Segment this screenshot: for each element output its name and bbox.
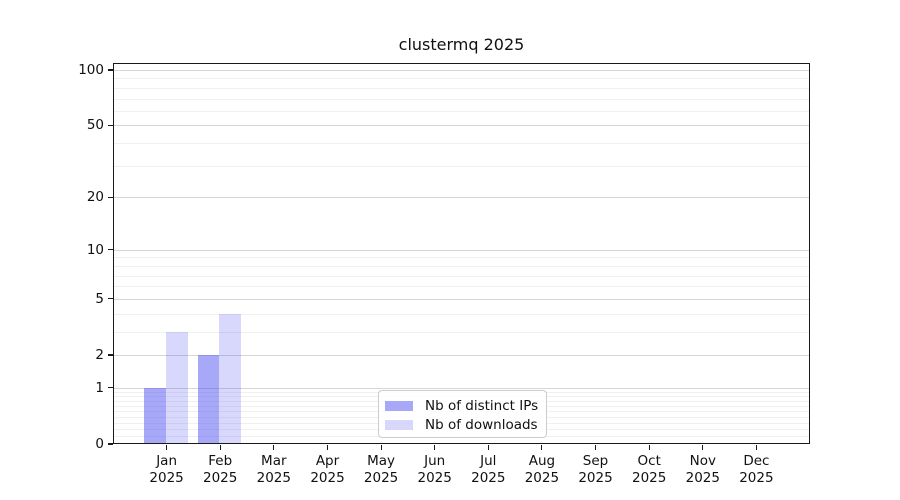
y-tick-mark	[108, 196, 113, 198]
x-tick-mark	[648, 445, 650, 450]
x-tick-label: Jan 2025	[149, 453, 184, 486]
x-tick-label: Aug 2025	[524, 453, 560, 486]
y-gridline-minor	[114, 313, 809, 315]
x-tick-label: Feb 2025	[203, 453, 238, 486]
x-tick-mark	[380, 445, 382, 450]
y-gridline-major	[114, 70, 809, 71]
x-tick-label: Sep 2025	[578, 453, 613, 486]
legend-swatch-downloads	[385, 419, 413, 430]
x-tick-label: Mar 2025	[256, 453, 291, 486]
bar-distinct-ips	[197, 355, 220, 444]
x-tick-label: Apr 2025	[310, 453, 345, 486]
legend-label-distinct-ips: Nb of distinct IPs	[425, 397, 539, 414]
y-gridline-minor	[114, 265, 809, 267]
y-gridline-minor	[114, 110, 809, 112]
y-gridline-minor	[114, 98, 809, 100]
y-tick-mark	[108, 443, 113, 445]
x-tick-label: Oct 2025	[632, 453, 667, 486]
bar-downloads	[219, 313, 242, 444]
y-tick-label: 10	[86, 241, 104, 258]
bar-downloads	[165, 331, 188, 444]
y-gridline-minor	[114, 257, 809, 259]
y-tick-mark	[108, 69, 113, 71]
legend-row-distinct-ips: Nb of distinct IPs	[385, 396, 539, 415]
y-tick-label: 2	[95, 347, 104, 363]
plot-area-border	[113, 63, 810, 444]
x-tick-mark	[702, 445, 704, 450]
y-tick-label: 0	[95, 436, 104, 452]
legend-label-downloads: Nb of downloads	[425, 416, 538, 433]
y-gridline-minor	[114, 331, 809, 333]
y-gridline-minor	[114, 87, 809, 89]
legend: Nb of distinct IPs Nb of downloads	[378, 390, 547, 438]
y-gridline-major	[114, 249, 809, 251]
y-tick-label: 1	[95, 379, 104, 396]
y-tick-label: 5	[95, 290, 104, 307]
x-tick-mark	[487, 445, 489, 450]
chart-title: clustermq 2025	[398, 35, 525, 54]
y-tick-label: 100	[78, 62, 104, 78]
x-tick-mark	[594, 445, 597, 450]
y-gridline-major	[114, 355, 809, 356]
x-tick-label: Nov 2025	[685, 453, 720, 486]
y-gridline-major	[114, 125, 809, 127]
y-tick-mark	[108, 387, 113, 389]
y-tick-mark	[108, 298, 113, 300]
bar-distinct-ips	[144, 387, 166, 444]
y-gridline-minor	[114, 275, 809, 277]
y-gridline-minor	[114, 78, 809, 80]
x-tick-label: May 2025	[363, 453, 399, 486]
x-tick-mark	[434, 445, 436, 450]
x-tick-mark	[219, 445, 221, 450]
legend-swatch-distinct-ips	[385, 400, 413, 411]
y-tick-mark	[108, 124, 113, 126]
x-tick-mark	[541, 445, 543, 450]
y-gridline-minor	[114, 143, 809, 145]
x-tick-mark	[755, 445, 757, 450]
y-gridline-major	[114, 387, 809, 389]
x-tick-mark	[273, 445, 275, 450]
x-tick-mark	[166, 445, 168, 450]
x-tick-label: Jun 2025	[417, 453, 452, 486]
y-tick-label: 50	[86, 117, 104, 134]
x-tick-mark	[326, 445, 329, 450]
x-tick-label: Jul 2025	[471, 453, 506, 486]
x-tick-label: Dec 2025	[739, 453, 774, 486]
y-gridline-minor	[114, 165, 809, 167]
legend-row-downloads: Nb of downloads	[385, 415, 539, 434]
y-tick-label: 20	[86, 189, 104, 206]
y-gridline-minor	[114, 286, 809, 288]
y-gridline-major	[114, 197, 809, 199]
y-gridline-major	[114, 298, 809, 300]
y-tick-mark	[108, 249, 113, 251]
y-tick-mark	[108, 354, 113, 356]
